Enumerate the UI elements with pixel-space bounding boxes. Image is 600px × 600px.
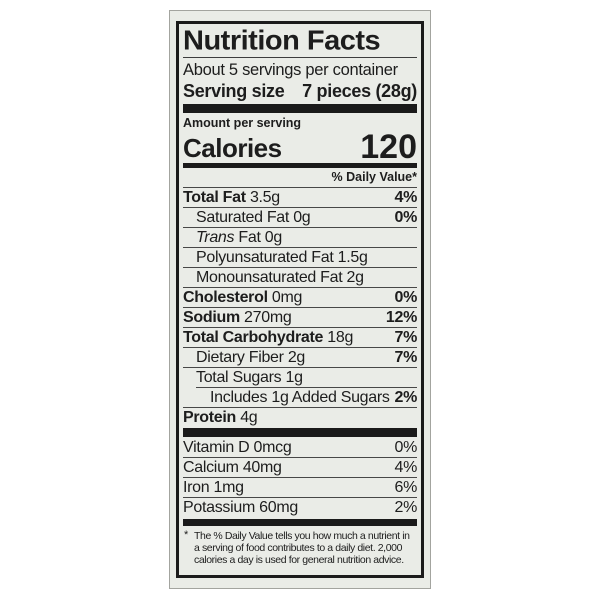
nutrient-row-protein: Protein 4g: [183, 408, 417, 427]
nutrient-row-cholesterol: Cholesterol 0mg 0%: [183, 288, 417, 307]
nutrient-amount: Dietary Fiber 2g: [196, 348, 306, 366]
nutrient-name: Includes 1g Added Sugars: [210, 389, 390, 407]
nutrient-amount: 4g: [240, 408, 258, 426]
nutrient-amount: Saturated Fat 0g: [196, 208, 311, 226]
calories-value: 120: [360, 128, 417, 166]
nutrient-daily-value: 2%: [394, 388, 417, 406]
separator: [183, 407, 417, 408]
serving-size-row: Serving size 7 pieces (28g): [183, 80, 417, 102]
nutrient-daily-value: 0%: [394, 288, 417, 306]
vitamin-row-vitamin-d: Vitamin D 0mcg 0%: [183, 438, 417, 457]
separator: [183, 207, 417, 208]
vitamin-name: Calcium 40mg: [183, 458, 282, 476]
nutrient-name-bold: Protein: [183, 408, 237, 426]
nutrient-name: Monounsaturated Fat 2g: [196, 269, 364, 287]
nutrient-name-italic: Trans: [196, 228, 235, 246]
separator: [183, 187, 417, 188]
vitamin-name: Iron 1mg: [183, 478, 244, 496]
nutrient-row-total-sugars: Total Sugars 1g: [183, 368, 417, 387]
nutrient-daily-value: 0%: [394, 208, 417, 226]
separator: [183, 227, 417, 228]
nutrient-amount: 0mg: [271, 288, 303, 306]
divider-bar-thick: [183, 104, 417, 113]
separator: [183, 307, 417, 308]
nutrient-name: Protein 4g: [183, 408, 258, 427]
nutrient-daily-value: 12%: [385, 308, 417, 326]
nutrient-name-bold: Total Fat: [183, 188, 246, 206]
divider-bar-thick: [183, 428, 417, 437]
nutrient-name: Total Carbohydrate 18g: [183, 329, 353, 347]
divider-bar-medium: [183, 163, 417, 168]
separator: [183, 267, 417, 268]
nutrient-row-saturated-fat: Saturated Fat 0g 0%: [183, 208, 417, 227]
vitamin-daily-value: 6%: [394, 478, 417, 496]
divider-bar-bottom: [183, 519, 417, 526]
calories-row: Calories 120: [183, 128, 417, 166]
vitamin-daily-value: 0%: [394, 438, 417, 456]
nutrient-row-polyunsaturated-fat: Polyunsaturated Fat 1.5g: [183, 248, 417, 267]
nutrition-facts-box: Nutrition Facts About 5 servings per con…: [176, 21, 424, 578]
nutrient-amount: 18g: [327, 328, 354, 346]
nutrient-row-added-sugars: Includes 1g Added Sugars 2%: [183, 388, 417, 407]
daily-value-footnote: * The % Daily Value tells you how much a…: [183, 527, 417, 566]
label-title: Nutrition Facts: [183, 25, 381, 57]
title-separator: [183, 57, 417, 58]
separator: [183, 367, 417, 368]
nutrient-amount: Monounsaturated Fat 2g: [196, 268, 364, 286]
nutrient-name: Sodium 270mg: [183, 308, 292, 327]
nutrient-row-total-carbohydrate: Total Carbohydrate 18g 7%: [183, 328, 417, 347]
vitamin-row-iron: Iron 1mg 6%: [183, 478, 417, 497]
nutrient-name: Total Fat 3.5g: [183, 189, 280, 207]
nutrient-row-trans-fat: Trans Fat 0g: [183, 228, 417, 247]
calories-label: Calories: [183, 133, 282, 163]
separator: [183, 287, 417, 288]
separator: [183, 247, 417, 248]
nutrient-daily-value: 7%: [394, 348, 417, 366]
separator-indented: [196, 387, 417, 388]
vitamin-daily-value: 4%: [394, 458, 417, 476]
separator: [183, 477, 417, 478]
vitamin-name: Vitamin D 0mcg: [183, 438, 292, 456]
vitamin-row-potassium: Potassium 60mg 2%: [183, 498, 417, 517]
vitamin-row-calcium: Calcium 40mg 4%: [183, 458, 417, 477]
nutrient-amount: 270mg: [244, 308, 292, 326]
serving-size-value: 7 pieces (28g): [302, 81, 417, 101]
nutrient-name: Polyunsaturated Fat 1.5g: [196, 249, 368, 267]
separator: [183, 327, 417, 328]
nutrient-name: Cholesterol 0mg: [183, 289, 302, 307]
nutrient-name: Dietary Fiber 2g: [196, 349, 305, 367]
servings-per-container: About 5 servings per container: [183, 61, 398, 79]
serving-size-label: Serving size: [183, 81, 285, 101]
nutrient-daily-value: 7%: [394, 328, 417, 346]
nutrient-name-bold: Cholesterol: [183, 288, 268, 306]
nutrient-amount: Includes 1g Added Sugars: [210, 388, 390, 406]
nutrient-daily-value: 4%: [394, 188, 417, 206]
nutrient-amount: Fat 0g: [238, 228, 282, 246]
nutrient-row-total-fat: Total Fat 3.5g 4%: [183, 188, 417, 207]
separator: [183, 497, 417, 498]
daily-value-header: % Daily Value*: [331, 170, 417, 184]
nutrient-amount: 3.5g: [249, 188, 280, 206]
nutrient-name-bold: Total Carbohydrate: [183, 328, 324, 346]
nutrition-label: Nutrition Facts About 5 servings per con…: [169, 10, 431, 589]
nutrient-name: Trans Fat 0g: [196, 229, 282, 247]
nutrient-amount: Polyunsaturated Fat 1.5g: [196, 248, 368, 266]
vitamin-daily-value: 2%: [394, 498, 417, 516]
footnote-text: The % Daily Value tells you how much a n…: [194, 530, 410, 566]
separator: [183, 347, 417, 348]
footnote-asterisk: *: [184, 529, 188, 541]
amount-per-serving-label: Amount per serving: [183, 116, 302, 130]
nutrient-name-bold: Sodium: [183, 308, 240, 326]
nutrient-row-monounsaturated-fat: Monounsaturated Fat 2g: [183, 268, 417, 287]
vitamin-name: Potassium 60mg: [183, 498, 298, 516]
nutrient-name: Saturated Fat 0g: [196, 208, 311, 227]
nutrient-row-sodium: Sodium 270mg 12%: [183, 308, 417, 327]
separator: [183, 457, 417, 458]
nutrient-amount: Total Sugars 1g: [196, 368, 303, 386]
nutrient-name: Total Sugars 1g: [196, 369, 303, 387]
nutrient-row-dietary-fiber: Dietary Fiber 2g 7%: [183, 348, 417, 367]
